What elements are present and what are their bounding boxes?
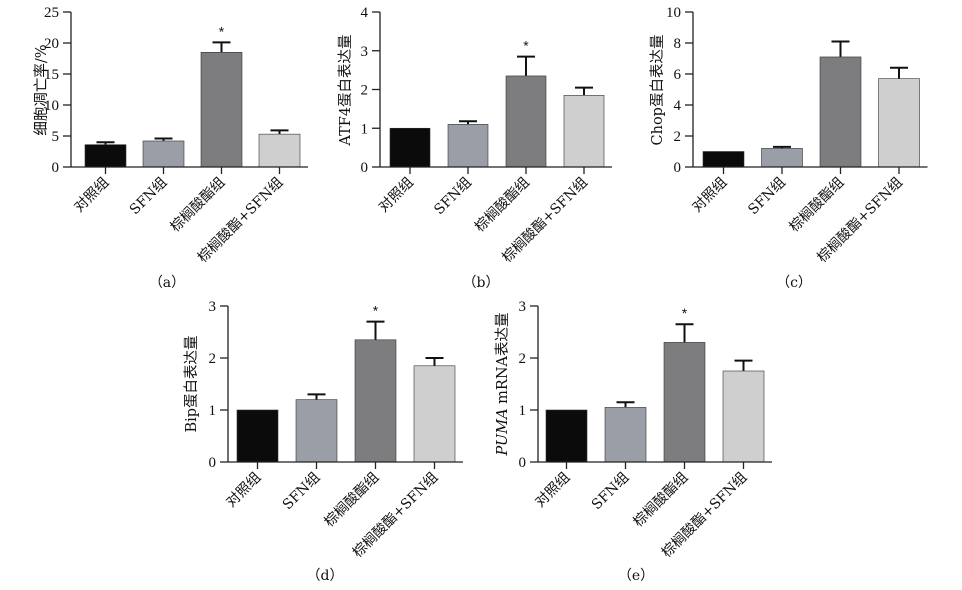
significance-marker: * — [682, 305, 688, 321]
x-tick-label: 棕榈酸酯组 — [472, 175, 533, 236]
significance-marker: * — [373, 303, 379, 319]
y-tick-label: 2 — [361, 83, 369, 99]
panel-caption: （e） — [618, 568, 654, 584]
y-tick-label: 0 — [209, 455, 217, 471]
y-axis-label: 细胞凋亡率/% — [33, 44, 50, 135]
y-tick-label: 1 — [519, 403, 527, 419]
bar — [563, 95, 605, 168]
y-tick-label: 2 — [209, 351, 217, 367]
y-tick-label: 5 — [52, 129, 60, 145]
y-tick-label: 0 — [674, 160, 682, 176]
x-tick-label: SFN组 — [745, 175, 789, 219]
y-axis-label: Chop蛋白表达量 — [649, 35, 666, 146]
y-axis-label-rest: mRNA表达量 — [494, 313, 511, 409]
panel-caption: （d） — [307, 568, 344, 584]
y-tick-label: 10 — [44, 98, 59, 114]
bar — [878, 78, 920, 168]
bar — [604, 407, 647, 463]
panel-caption: （b） — [463, 275, 500, 291]
y-tick-label: 4 — [361, 5, 369, 21]
x-tick-label: SFN组 — [589, 470, 633, 514]
bar — [545, 409, 588, 463]
bar — [236, 409, 279, 463]
y-axis-label-italic: PUMA — [495, 408, 511, 456]
x-tick-label: 棕榈酸酯组 — [631, 470, 692, 531]
y-tick-label: 20 — [44, 36, 59, 52]
x-tick-label: SFN组 — [127, 175, 171, 219]
y-axis-label: ATF4蛋白表达量 — [337, 34, 354, 146]
y-tick-label: 10 — [666, 5, 681, 21]
bar — [413, 365, 456, 463]
y-tick-label: 0 — [361, 160, 369, 176]
y-tick-label: 1 — [361, 121, 369, 137]
x-tick-label: 对照组 — [71, 175, 112, 216]
x-tick-label: 对照组 — [376, 175, 417, 216]
x-tick-label: 棕榈酸酯组 — [787, 175, 848, 236]
x-tick-label: 对照组 — [689, 175, 730, 216]
y-tick-label: 2 — [674, 129, 682, 145]
x-tick-label: SFN组 — [431, 175, 475, 219]
y-tick-label: 4 — [674, 98, 682, 114]
bar — [819, 56, 862, 168]
y-tick-label: 2 — [519, 351, 527, 367]
bar — [447, 124, 489, 168]
panel-caption: （c） — [776, 275, 812, 291]
x-tick-label: 棕榈酸酯组 — [168, 175, 229, 236]
bar — [389, 127, 431, 168]
y-tick-label: 3 — [361, 44, 369, 60]
bar — [295, 399, 338, 463]
y-tick-label: 3 — [209, 299, 217, 315]
bar — [84, 144, 127, 168]
bar — [663, 342, 706, 463]
x-tick-label: 棕榈酸酯组 — [322, 470, 383, 531]
x-tick-label: 对照组 — [532, 470, 573, 511]
y-tick-label: 15 — [44, 67, 59, 83]
y-tick-label: 25 — [44, 5, 59, 21]
y-tick-label: 0 — [519, 455, 527, 471]
bar — [505, 75, 547, 168]
panel-caption: （a） — [149, 275, 185, 291]
y-tick-label: 3 — [519, 299, 527, 315]
bar — [702, 151, 745, 168]
significance-marker: * — [523, 38, 529, 54]
y-tick-label: 6 — [674, 67, 682, 83]
bar — [142, 140, 185, 168]
bar — [354, 339, 397, 463]
significance-marker: * — [219, 23, 225, 39]
y-axis-label: Bip蛋白表达量 — [183, 335, 200, 432]
bar — [761, 148, 803, 168]
y-tick-label: 0 — [52, 160, 60, 176]
y-tick-label: 1 — [209, 403, 217, 419]
bar — [200, 51, 243, 168]
bar — [258, 133, 301, 168]
bar — [722, 370, 765, 463]
x-tick-label: SFN组 — [280, 470, 324, 514]
x-tick-label: 对照组 — [223, 470, 264, 511]
y-axis-label: PUMA mRNA表达量 — [494, 313, 511, 457]
y-tick-label: 8 — [674, 36, 682, 52]
